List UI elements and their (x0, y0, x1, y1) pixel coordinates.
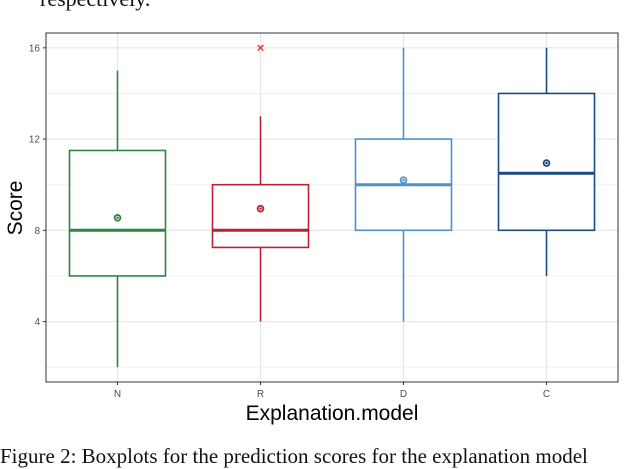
mean-marker (399, 176, 408, 184)
interquartile-box (211, 183, 310, 249)
x-tick-label: D (400, 389, 407, 400)
outlier-marker (257, 44, 264, 52)
x-tick-label: C (543, 389, 550, 400)
y-axis-label: Score (4, 181, 27, 236)
y-tick-label: 16 (29, 43, 41, 54)
plot-panel-border (45, 32, 619, 383)
mean-marker-inner (115, 215, 120, 220)
box-D (354, 47, 453, 322)
mean-marker (256, 204, 265, 213)
mean-marker-inner (258, 206, 263, 211)
y-tick-label: 4 (34, 317, 40, 328)
y-tick-label: 8 (34, 226, 40, 237)
y-tick-label: 12 (29, 135, 41, 146)
interquartile-box (68, 149, 167, 277)
y-axis: 4 8 12 16 (29, 43, 46, 328)
figure-caption: Figure 2: Boxplots for the prediction sc… (0, 444, 588, 468)
x-tick-label: N (114, 389, 121, 400)
boxes (68, 44, 596, 368)
mean-marker (542, 159, 551, 167)
preceding-body-text: respectively. (40, 0, 150, 12)
box-C (497, 47, 596, 276)
x-tick-label: R (257, 389, 264, 400)
mean-marker (113, 213, 122, 222)
box-plot-chart: 4 8 12 16 N R D C Score Explanation.model (4, 32, 619, 425)
x-axis-label: Explanation.model (246, 402, 419, 425)
box-N (68, 70, 167, 368)
mean-marker-inner (401, 178, 406, 183)
box-R (211, 44, 310, 322)
mean-marker-inner (544, 161, 549, 165)
interquartile-box (497, 92, 596, 232)
